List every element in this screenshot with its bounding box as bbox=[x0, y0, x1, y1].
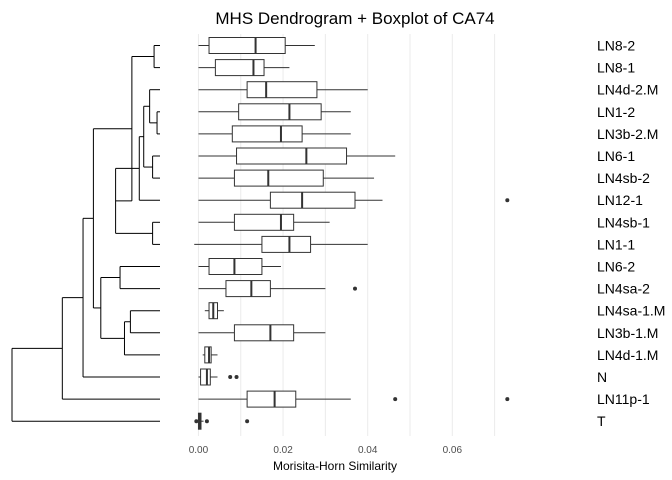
outlier-point bbox=[505, 397, 510, 402]
x-axis-ticks: 0.00 0.02 0.04 0.06 bbox=[189, 445, 463, 456]
row-label: LN4d-2.M bbox=[597, 82, 658, 98]
iqr-box bbox=[208, 37, 286, 54]
iqr-box bbox=[246, 390, 297, 408]
row-labels: LN8-2 LN8-1 LN4d-2.M LN1-2 LN3b-2.M LN6-1 LN4s… bbox=[597, 38, 665, 430]
iqr-box bbox=[236, 147, 348, 165]
row-label: T bbox=[597, 413, 606, 429]
iqr-box bbox=[269, 191, 356, 209]
iqr-box bbox=[214, 59, 265, 77]
boxplot-T bbox=[194, 412, 250, 430]
row-label: LN6-2 bbox=[597, 259, 635, 275]
iqr-box bbox=[204, 346, 212, 364]
iqr-box bbox=[225, 280, 271, 298]
row-label: LN4sa-2 bbox=[597, 281, 650, 297]
row-label: N bbox=[597, 369, 607, 385]
outlier-point bbox=[234, 375, 239, 379]
row-label: LN4sb-1 bbox=[597, 214, 650, 230]
iqr-box bbox=[246, 81, 318, 99]
iqr-box bbox=[238, 103, 322, 121]
boxplot-LN4sa-2 bbox=[198, 280, 357, 298]
row-label: LN1-1 bbox=[597, 236, 635, 252]
iqr-box bbox=[200, 368, 211, 386]
row-label: LN12-1 bbox=[597, 192, 643, 208]
iqr-box bbox=[208, 258, 263, 275]
boxplot-LN8-1 bbox=[198, 59, 290, 77]
row-label: LN4d-1.M bbox=[597, 347, 658, 363]
x-tick-label: 0.00 bbox=[189, 445, 209, 456]
iqr-box bbox=[233, 324, 295, 342]
boxplot-LN3b-2.M bbox=[198, 125, 351, 143]
row-label: LN4sb-2 bbox=[597, 170, 650, 186]
dendrogram bbox=[11, 45, 160, 422]
outlier-point bbox=[228, 375, 233, 379]
outlier-point bbox=[194, 419, 199, 424]
boxplot-LN4d-1.M bbox=[202, 346, 218, 364]
row-label: LN11p-1 bbox=[597, 391, 650, 407]
outlier-point bbox=[245, 419, 250, 424]
boxplot-LN11p-1 bbox=[198, 390, 510, 408]
boxplot-LN1-2 bbox=[198, 103, 351, 121]
boxplot-N bbox=[198, 368, 239, 386]
boxplots bbox=[194, 37, 510, 430]
outlier-point bbox=[204, 419, 209, 424]
iqr-box bbox=[233, 169, 324, 187]
x-axis-title: Morisita-Horn Similarity bbox=[273, 459, 397, 473]
row-label: LN1-2 bbox=[597, 104, 635, 120]
outlier-point bbox=[393, 397, 398, 402]
iqr-box bbox=[261, 235, 312, 253]
iqr-box bbox=[233, 213, 295, 231]
grid-lines bbox=[197, 34, 496, 436]
row-label: LN3b-2.M bbox=[597, 126, 658, 142]
x-tick-label: 0.04 bbox=[358, 445, 378, 456]
boxplot-LN4d-2.M bbox=[198, 81, 368, 99]
boxplot-LN8-2 bbox=[198, 37, 315, 54]
row-label: LN8-1 bbox=[597, 60, 635, 76]
boxplot-LN6-1 bbox=[198, 147, 396, 165]
outlier-point bbox=[505, 198, 510, 203]
row-label: LN4sa-1.M bbox=[597, 303, 665, 319]
boxplot-LN1-1 bbox=[194, 235, 368, 253]
x-tick-label: 0.02 bbox=[273, 445, 293, 456]
row-label: LN3b-1.M bbox=[597, 325, 658, 341]
chart-title: MHS Dendrogram + Boxplot of CA74 bbox=[215, 9, 494, 28]
row-label: LN8-2 bbox=[597, 38, 635, 54]
boxplot-LN6-2 bbox=[198, 258, 281, 275]
boxplot-LN3b-1.M bbox=[198, 324, 326, 342]
iqr-box bbox=[231, 125, 303, 143]
boxplot-LN4sa-1.M bbox=[204, 302, 224, 320]
row-label: LN6-1 bbox=[597, 148, 635, 164]
boxplot-LN4sb-1 bbox=[198, 213, 330, 231]
boxplot-LN12-1 bbox=[198, 191, 510, 209]
outlier-point bbox=[353, 286, 357, 291]
x-tick-label: 0.06 bbox=[443, 445, 463, 456]
boxplot-LN4sb-2 bbox=[198, 169, 375, 187]
